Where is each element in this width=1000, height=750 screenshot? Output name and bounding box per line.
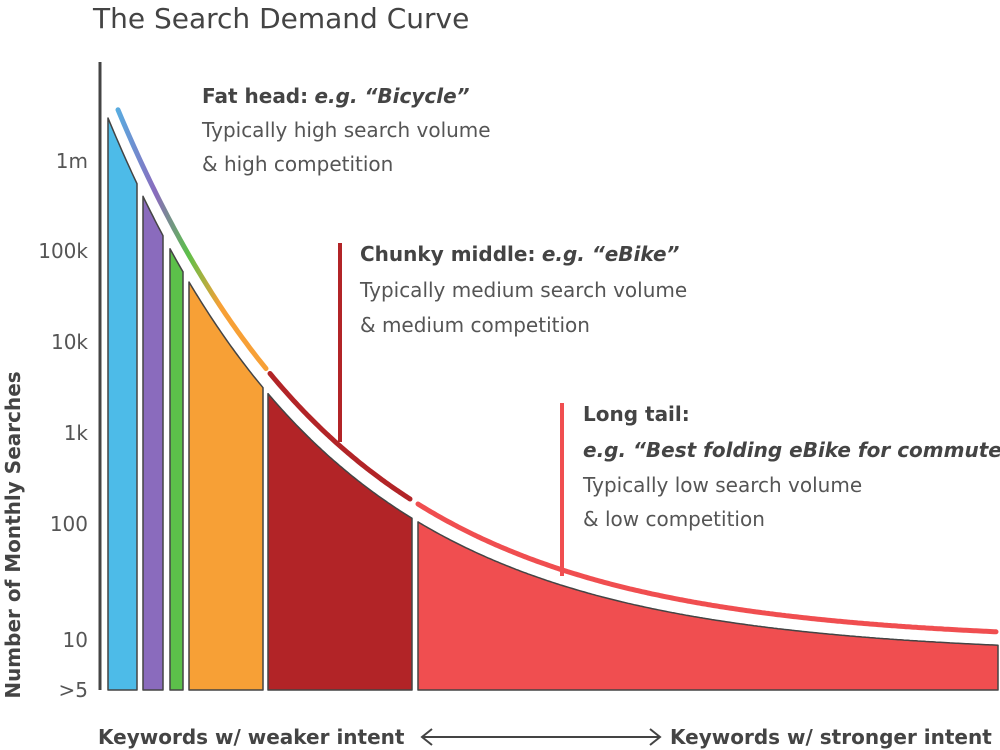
x-left-label: Keywords w/ weaker intent — [98, 725, 405, 749]
curve — [107, 107, 999, 691]
x-right-label: Keywords w/ stronger intent — [670, 725, 992, 749]
shape — [267, 371, 413, 502]
annotation-line: Typically medium search volume — [359, 278, 687, 302]
annotation-line: Typically low search volume — [582, 473, 862, 497]
annotation-line: & high competition — [202, 152, 393, 176]
shape — [115, 107, 269, 372]
shape — [188, 281, 264, 691]
shape — [142, 195, 164, 691]
title: The Search Demand Curve — [92, 2, 469, 35]
annotation: Fat head: e.g. “Bicycle” — [202, 84, 470, 108]
annotation-example: e.g. “Best folding eBike for commuters” — [583, 438, 1000, 462]
shape — [267, 392, 413, 691]
annotation: Long tail: — [583, 402, 690, 426]
y-tick: 100k — [38, 239, 88, 263]
y-tick: 1m — [56, 149, 88, 173]
y-tick: 100 — [50, 512, 88, 536]
y-tick: 1k — [64, 421, 89, 445]
shape — [417, 521, 999, 691]
shape — [107, 117, 138, 691]
y-axis-label: Number of Monthly Searches — [1, 371, 25, 698]
shape — [169, 247, 184, 691]
y-ticks: 1m 100k 10k 1k 100 10 >5 — [38, 149, 88, 702]
annotation: Chunky middle: e.g. “eBike” — [360, 242, 680, 266]
arrow — [420, 728, 662, 746]
y-tick: >5 — [59, 678, 88, 702]
y-tick: 10k — [51, 330, 88, 354]
y-tick: 10 — [63, 628, 88, 652]
annotation-line: Typically high search volume — [201, 118, 491, 142]
annotation-line: & medium competition — [360, 313, 590, 337]
annotation-line: & low competition — [583, 507, 765, 531]
shape — [415, 501, 999, 635]
